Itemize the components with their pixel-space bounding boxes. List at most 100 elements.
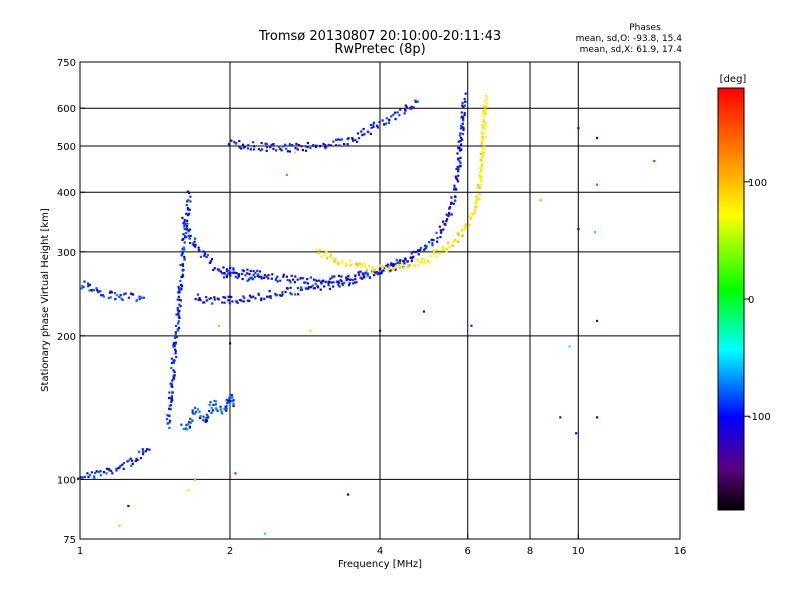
data-point [272, 147, 275, 150]
data-point [242, 146, 245, 149]
data-point [139, 457, 143, 460]
data-point [265, 142, 268, 146]
data-point [242, 295, 245, 298]
data-point [464, 100, 467, 103]
x-tick-label: 16 [674, 546, 687, 557]
data-point [184, 232, 188, 235]
data-point [485, 94, 488, 98]
data-point [363, 133, 366, 136]
data-point [354, 278, 357, 281]
data-point [178, 316, 181, 319]
data-point [342, 142, 346, 146]
data-point [140, 296, 143, 299]
data-point [179, 299, 182, 302]
data-point [329, 277, 332, 280]
data-point [171, 399, 174, 402]
data-point [420, 257, 424, 260]
data-point [414, 250, 417, 254]
data-point [403, 112, 406, 115]
data-point [175, 335, 178, 339]
data-point [318, 279, 321, 282]
data-point [476, 198, 479, 201]
data-point [263, 532, 267, 535]
data-point [369, 132, 372, 135]
data-point [325, 251, 328, 254]
data-point [234, 142, 237, 145]
data-point [296, 148, 299, 151]
data-point [422, 310, 426, 313]
data-point [170, 361, 174, 365]
data-point [227, 299, 230, 302]
data-point [454, 175, 457, 178]
data-point [460, 111, 463, 114]
data-point [371, 266, 375, 269]
data-point [233, 271, 236, 274]
data-point [575, 432, 578, 435]
data-point [254, 271, 257, 274]
data-point [346, 143, 349, 146]
data-point [357, 271, 360, 274]
data-point [197, 246, 200, 249]
data-point [315, 248, 318, 251]
data-point [379, 329, 382, 332]
data-point [130, 459, 134, 462]
data-point [110, 469, 113, 473]
data-point [347, 137, 350, 140]
data-point [349, 259, 352, 262]
data-point [203, 254, 206, 257]
data-point [539, 199, 542, 202]
data-point [238, 139, 241, 143]
data-point [327, 282, 330, 285]
data-point [435, 231, 438, 234]
data-point [328, 287, 332, 290]
data-point [83, 280, 86, 283]
data-point [183, 248, 186, 251]
data-point [378, 121, 381, 124]
data-point [243, 296, 246, 300]
data-point [482, 104, 485, 107]
data-point [260, 298, 263, 302]
data-point [461, 104, 464, 107]
data-point [452, 240, 455, 243]
data-point [390, 269, 393, 272]
data-point [351, 137, 354, 140]
data-point [368, 276, 372, 279]
data-point [412, 255, 415, 258]
data-point [337, 274, 341, 277]
data-point [280, 294, 283, 298]
data-point [92, 288, 96, 292]
data-point [568, 345, 571, 348]
data-point [181, 269, 185, 272]
data-point [431, 242, 434, 245]
data-point [315, 144, 318, 147]
data-point [252, 270, 255, 273]
data-point [314, 145, 318, 149]
data-point [183, 224, 186, 227]
data-point [391, 268, 394, 272]
data-point [337, 138, 340, 141]
data-point [381, 266, 384, 269]
data-point [224, 296, 227, 299]
data-point [198, 249, 201, 252]
data-point [459, 143, 463, 146]
data-point [462, 119, 465, 122]
data-point [422, 248, 426, 252]
y-tick-label: 500 [57, 142, 76, 153]
data-point [281, 293, 284, 296]
data-point [185, 219, 189, 222]
data-point [285, 287, 289, 290]
data-point [456, 178, 459, 181]
data-point [459, 127, 463, 130]
data-point [142, 451, 145, 454]
data-point [479, 171, 482, 174]
data-point [398, 266, 402, 270]
data-point [366, 273, 369, 276]
data-point [180, 283, 183, 287]
data-point [170, 382, 173, 385]
data-point [206, 254, 210, 257]
data-point [406, 260, 409, 263]
data-point [246, 272, 249, 275]
data-point [187, 230, 190, 233]
data-point [474, 206, 477, 209]
data-point [479, 152, 482, 156]
